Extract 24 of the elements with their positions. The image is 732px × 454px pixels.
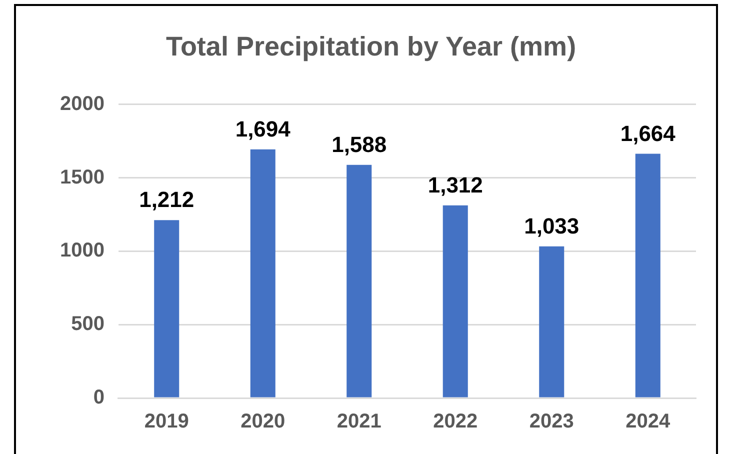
bar	[442, 205, 468, 398]
y-tick-label: 0	[93, 386, 104, 409]
data-label: 1,694	[235, 116, 292, 142]
y-tick-label: 1000	[60, 240, 104, 262]
x-tick-label: 2022	[433, 410, 478, 433]
chart-title: Total Precipitation by Year (mm)	[166, 32, 576, 62]
x-tick-label: 2023	[529, 410, 574, 433]
data-label: 1,212	[139, 187, 194, 212]
bar	[635, 154, 660, 398]
y-tick-label: 1500	[60, 166, 104, 188]
bar	[154, 220, 180, 398]
data-label: 1,033	[524, 213, 580, 238]
y-tick-label: 500	[71, 313, 104, 336]
x-tick-label: 2019	[144, 410, 189, 433]
data-label: 1,312	[428, 172, 483, 198]
bar	[346, 164, 372, 398]
bar	[539, 246, 564, 398]
x-tick-label: 2020	[240, 410, 286, 433]
data-label: 1,588	[332, 132, 387, 157]
x-tick-label: 2024	[626, 410, 671, 433]
y-tick-label: 2000	[60, 92, 104, 115]
data-label: 1,664	[620, 120, 676, 146]
bar	[250, 149, 276, 398]
x-tick-label: 2021	[336, 410, 382, 433]
